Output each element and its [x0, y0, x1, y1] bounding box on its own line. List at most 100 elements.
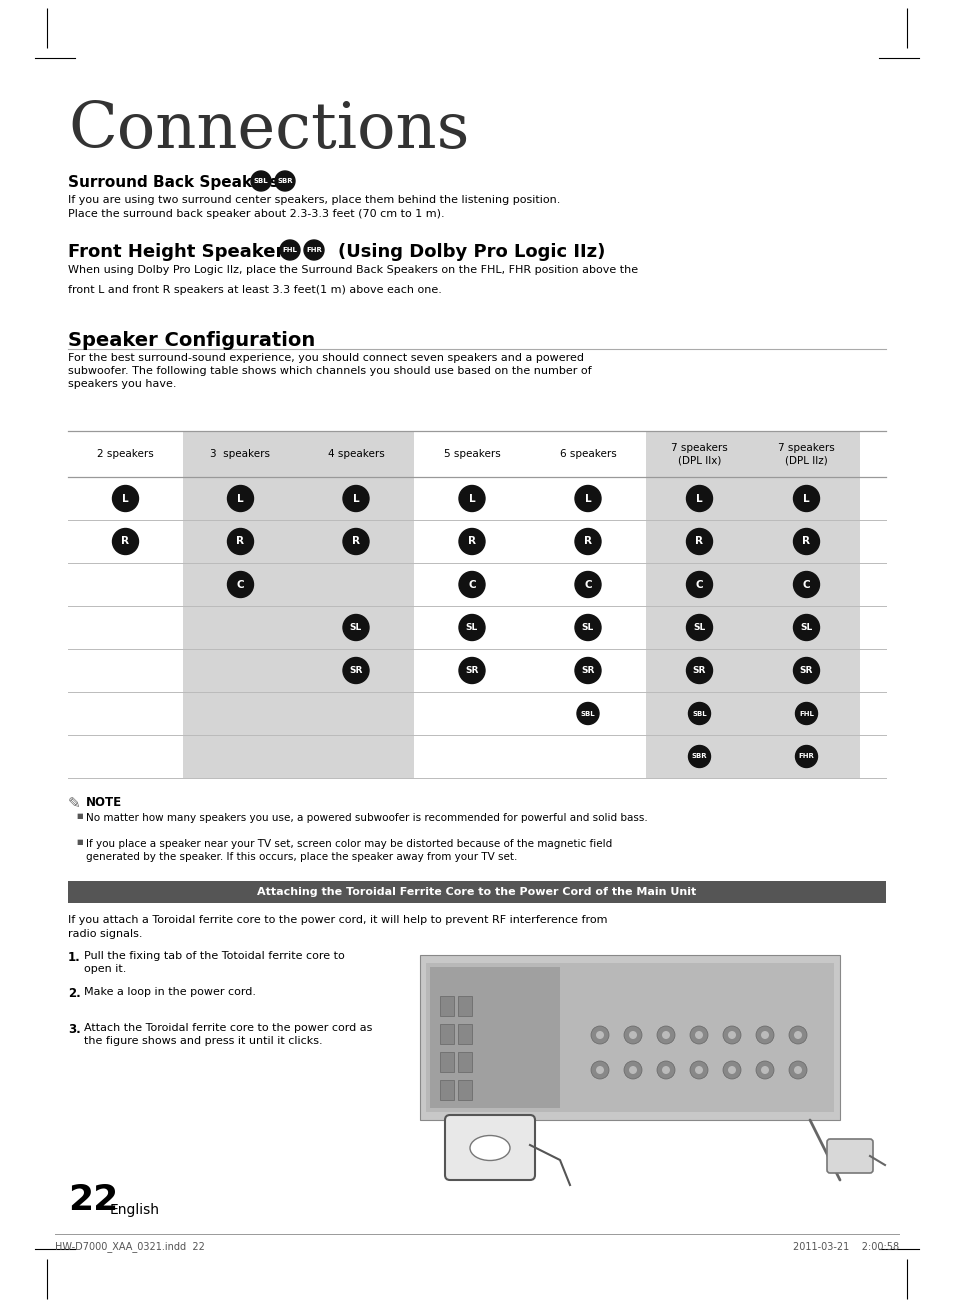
Text: SL: SL	[581, 623, 594, 633]
Text: 5 speakers: 5 speakers	[443, 450, 500, 459]
Text: 2011-03-21    2:00:58: 2011-03-21 2:00:58	[792, 1242, 898, 1252]
Text: Attaching the Toroidal Ferrite Core to the Power Cord of the Main Unit: Attaching the Toroidal Ferrite Core to t…	[257, 887, 696, 897]
Circle shape	[686, 485, 712, 511]
Text: L: L	[237, 494, 244, 503]
Circle shape	[590, 1026, 608, 1044]
Ellipse shape	[470, 1136, 510, 1161]
Text: For the best surround-sound experience, you should connect seven speakers and a : For the best surround-sound experience, …	[68, 353, 583, 363]
Bar	[457, 1023, 472, 1044]
Bar	[419, 955, 840, 1120]
Text: 2 speakers: 2 speakers	[97, 450, 153, 459]
Circle shape	[112, 485, 138, 511]
Text: ■: ■	[76, 813, 83, 819]
Text: 3.: 3.	[68, 1023, 81, 1036]
Circle shape	[793, 1031, 801, 1039]
Text: When using Dolby Pro Logic IIz, place the Surround Back Speakers on the FHL, FHR: When using Dolby Pro Logic IIz, place th…	[68, 265, 638, 274]
Bar	[752, 431, 859, 778]
Circle shape	[760, 1067, 768, 1074]
Circle shape	[793, 485, 819, 511]
Circle shape	[575, 657, 600, 684]
Circle shape	[304, 240, 324, 260]
Circle shape	[793, 657, 819, 684]
Text: speakers you have.: speakers you have.	[68, 379, 176, 389]
Text: Make a loop in the power cord.: Make a loop in the power cord.	[84, 987, 255, 997]
Bar	[426, 963, 833, 1112]
Text: Place the surround back speaker about 2.3-3.3 feet (70 cm to 1 m).: Place the surround back speaker about 2.…	[68, 209, 444, 220]
Text: HW-D7000_XAA_0321.indd  22: HW-D7000_XAA_0321.indd 22	[55, 1242, 205, 1252]
Text: 2.: 2.	[68, 987, 81, 1000]
Text: R: R	[695, 536, 702, 546]
Text: the figure shows and press it until it clicks.: the figure shows and press it until it c…	[84, 1036, 322, 1046]
Text: If you are using two surround center speakers, place them behind the listening p: If you are using two surround center spe…	[68, 195, 559, 205]
Text: FHL: FHL	[799, 711, 813, 716]
Text: FHR: FHR	[306, 247, 321, 254]
Text: SL: SL	[350, 623, 362, 633]
Text: SBL: SBL	[692, 711, 706, 716]
Text: Pull the fixing tab of the Totoidal ferrite core to: Pull the fixing tab of the Totoidal ferr…	[84, 951, 344, 961]
Circle shape	[343, 528, 369, 554]
Text: If you place a speaker near your TV set, screen color may be distorted because o: If you place a speaker near your TV set,…	[86, 839, 612, 850]
Circle shape	[788, 1026, 806, 1044]
Circle shape	[686, 528, 712, 554]
Bar	[430, 967, 559, 1108]
Circle shape	[793, 614, 819, 640]
Circle shape	[623, 1026, 641, 1044]
Text: 3  speakers: 3 speakers	[211, 450, 271, 459]
Text: C: C	[801, 579, 809, 589]
Text: radio signals.: radio signals.	[68, 929, 142, 938]
FancyBboxPatch shape	[826, 1138, 872, 1172]
Text: L: L	[584, 494, 591, 503]
Circle shape	[343, 657, 369, 684]
Circle shape	[227, 528, 253, 554]
Text: R: R	[352, 536, 359, 546]
Circle shape	[657, 1061, 675, 1080]
Text: R: R	[121, 536, 130, 546]
Text: If you attach a Toroidal ferrite core to the power cord, it will help to prevent: If you attach a Toroidal ferrite core to…	[68, 915, 607, 925]
Circle shape	[227, 485, 253, 511]
Text: SBR: SBR	[691, 754, 706, 759]
Text: SR: SR	[349, 667, 362, 674]
Bar	[645, 431, 752, 778]
Text: ■: ■	[76, 839, 83, 846]
Circle shape	[793, 528, 819, 554]
Circle shape	[458, 528, 484, 554]
Circle shape	[575, 571, 600, 597]
Bar	[457, 996, 472, 1016]
Circle shape	[274, 171, 294, 191]
Circle shape	[596, 1031, 603, 1039]
Circle shape	[661, 1067, 669, 1074]
Circle shape	[280, 240, 299, 260]
Circle shape	[689, 1061, 707, 1080]
Circle shape	[727, 1031, 735, 1039]
Circle shape	[577, 702, 598, 724]
Text: SBL: SBL	[253, 178, 268, 184]
Bar	[439, 1080, 454, 1100]
Text: ✎: ✎	[68, 796, 81, 812]
Text: R: R	[468, 536, 476, 546]
Text: Speaker Configuration: Speaker Configuration	[68, 331, 314, 350]
Circle shape	[628, 1031, 637, 1039]
Bar	[297, 431, 414, 778]
Circle shape	[343, 485, 369, 511]
Text: C: C	[468, 579, 476, 589]
Text: L: L	[696, 494, 702, 503]
Text: No matter how many speakers you use, a powered subwoofer is recommended for powe: No matter how many speakers you use, a p…	[86, 813, 647, 823]
Text: 1.: 1.	[68, 951, 81, 965]
Circle shape	[795, 745, 817, 767]
Text: L: L	[353, 494, 359, 503]
Circle shape	[722, 1061, 740, 1080]
Circle shape	[795, 702, 817, 724]
Text: SR: SR	[580, 667, 594, 674]
Text: open it.: open it.	[84, 965, 126, 974]
Circle shape	[686, 571, 712, 597]
Circle shape	[755, 1026, 773, 1044]
Text: L: L	[802, 494, 809, 503]
Text: L: L	[122, 494, 129, 503]
FancyBboxPatch shape	[444, 1115, 535, 1180]
Circle shape	[458, 571, 484, 597]
Circle shape	[755, 1061, 773, 1080]
Circle shape	[695, 1067, 702, 1074]
Text: L: L	[468, 494, 475, 503]
Text: NOTE: NOTE	[86, 796, 122, 809]
Circle shape	[458, 485, 484, 511]
